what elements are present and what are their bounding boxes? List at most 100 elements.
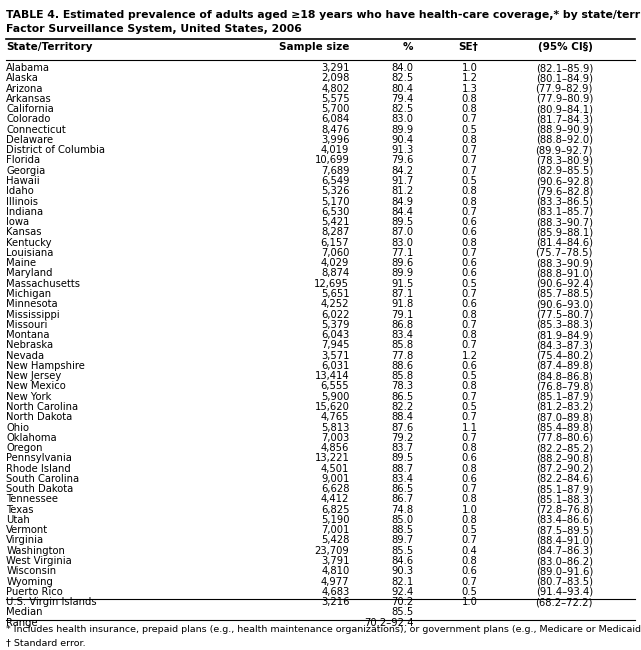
Text: 1.0: 1.0 <box>462 597 478 607</box>
Text: 0.8: 0.8 <box>462 515 478 525</box>
Text: 7,003: 7,003 <box>321 433 349 443</box>
Text: State/Territory: State/Territory <box>6 42 93 52</box>
Text: 7,945: 7,945 <box>321 341 349 350</box>
Text: Nevada: Nevada <box>6 350 44 361</box>
Text: 74.8: 74.8 <box>391 504 413 515</box>
Text: 5,170: 5,170 <box>321 196 349 207</box>
Text: 0.8: 0.8 <box>462 309 478 320</box>
Text: (79.6–82.8): (79.6–82.8) <box>536 187 593 196</box>
Text: Ohio: Ohio <box>6 422 29 432</box>
Text: Indiana: Indiana <box>6 207 44 217</box>
Text: 0.7: 0.7 <box>462 320 478 330</box>
Text: Florida: Florida <box>6 155 40 166</box>
Text: (83.0–86.2): (83.0–86.2) <box>536 556 593 566</box>
Text: Nebraska: Nebraska <box>6 341 54 350</box>
Text: Sample size: Sample size <box>279 42 349 52</box>
Text: 0.6: 0.6 <box>462 474 478 484</box>
Text: 3,291: 3,291 <box>321 63 349 73</box>
Text: 5,700: 5,700 <box>321 104 349 114</box>
Text: 5,575: 5,575 <box>320 94 349 104</box>
Text: Connecticut: Connecticut <box>6 125 66 135</box>
Text: 89.5: 89.5 <box>391 217 413 227</box>
Text: 4,765: 4,765 <box>321 412 349 423</box>
Text: 0.5: 0.5 <box>462 371 478 381</box>
Text: 86.8: 86.8 <box>391 320 413 330</box>
Text: 83.4: 83.4 <box>392 474 413 484</box>
Text: (80.9–84.1): (80.9–84.1) <box>536 104 593 114</box>
Text: 83.0: 83.0 <box>392 238 413 248</box>
Text: 85.8: 85.8 <box>391 371 413 381</box>
Text: 77.1: 77.1 <box>391 248 413 258</box>
Text: 0.6: 0.6 <box>462 299 478 309</box>
Text: 91.5: 91.5 <box>391 279 413 289</box>
Text: Virginia: Virginia <box>6 536 44 545</box>
Text: 0.7: 0.7 <box>462 145 478 155</box>
Text: Pennsylvania: Pennsylvania <box>6 453 72 463</box>
Text: California: California <box>6 104 54 114</box>
Text: 0.5: 0.5 <box>462 279 478 289</box>
Text: 0.8: 0.8 <box>462 443 478 453</box>
Text: (90.6–93.0): (90.6–93.0) <box>536 299 593 309</box>
Text: (77.9–82.9): (77.9–82.9) <box>535 84 593 94</box>
Text: 4,029: 4,029 <box>321 258 349 268</box>
Text: U.S. Virgin Islands: U.S. Virgin Islands <box>6 597 97 607</box>
Text: 77.8: 77.8 <box>391 350 413 361</box>
Text: (85.4–89.8): (85.4–89.8) <box>536 422 593 432</box>
Text: 85.5: 85.5 <box>391 607 413 618</box>
Text: 10,699: 10,699 <box>315 155 349 166</box>
Text: Oregon: Oregon <box>6 443 43 453</box>
Text: 85.8: 85.8 <box>391 341 413 350</box>
Text: North Carolina: North Carolina <box>6 402 79 412</box>
Text: (84.8–86.8): (84.8–86.8) <box>536 371 593 381</box>
Text: 0.6: 0.6 <box>462 217 478 227</box>
Text: Kentucky: Kentucky <box>6 238 52 248</box>
Text: 83.4: 83.4 <box>392 330 413 340</box>
Text: 0.7: 0.7 <box>462 341 478 350</box>
Text: 0.7: 0.7 <box>462 433 478 443</box>
Text: 4,252: 4,252 <box>321 299 349 309</box>
Text: 0.7: 0.7 <box>462 577 478 586</box>
Text: SE†: SE† <box>458 42 478 52</box>
Text: 4,810: 4,810 <box>321 566 349 577</box>
Text: 1.2: 1.2 <box>462 350 478 361</box>
Text: 0.8: 0.8 <box>462 187 478 196</box>
Text: 88.5: 88.5 <box>391 525 413 535</box>
Text: 1.1: 1.1 <box>462 422 478 432</box>
Text: 15,620: 15,620 <box>315 402 349 412</box>
Text: (84.7–86.3): (84.7–86.3) <box>536 546 593 556</box>
Text: (82.2–85.2): (82.2–85.2) <box>536 443 593 453</box>
Text: 80.4: 80.4 <box>392 84 413 94</box>
Text: 4,019: 4,019 <box>321 145 349 155</box>
Text: (82.1–85.9): (82.1–85.9) <box>536 63 593 73</box>
Text: Utah: Utah <box>6 515 30 525</box>
Text: Minnesota: Minnesota <box>6 299 58 309</box>
Text: 0.7: 0.7 <box>462 289 478 299</box>
Text: 9,001: 9,001 <box>321 474 349 484</box>
Text: 0.7: 0.7 <box>462 484 478 494</box>
Text: 13,221: 13,221 <box>315 453 349 463</box>
Text: 85.0: 85.0 <box>391 515 413 525</box>
Text: 88.6: 88.6 <box>391 361 413 371</box>
Text: 4,683: 4,683 <box>321 587 349 597</box>
Text: 0.7: 0.7 <box>462 248 478 258</box>
Text: 6,157: 6,157 <box>320 238 349 248</box>
Text: 0.7: 0.7 <box>462 207 478 217</box>
Text: 89.5: 89.5 <box>391 453 413 463</box>
Text: Maryland: Maryland <box>6 268 53 278</box>
Text: 5,190: 5,190 <box>321 515 349 525</box>
Text: 8,476: 8,476 <box>321 125 349 135</box>
Text: (88.8–91.0): (88.8–91.0) <box>536 268 593 278</box>
Text: West Virginia: West Virginia <box>6 556 72 566</box>
Text: (87.0–89.8): (87.0–89.8) <box>536 412 593 423</box>
Text: (83.1–85.7): (83.1–85.7) <box>536 207 593 217</box>
Text: 0.5: 0.5 <box>462 587 478 597</box>
Text: 89.9: 89.9 <box>391 125 413 135</box>
Text: TABLE 4. Estimated prevalence of adults aged ≥18 years who have health-care cove: TABLE 4. Estimated prevalence of adults … <box>6 10 641 20</box>
Text: (80.7–83.5): (80.7–83.5) <box>536 577 593 586</box>
Text: 91.7: 91.7 <box>391 176 413 186</box>
Text: 0.8: 0.8 <box>462 104 478 114</box>
Text: Factor Surveillance System, United States, 2006: Factor Surveillance System, United State… <box>6 24 303 34</box>
Text: 86.5: 86.5 <box>391 392 413 402</box>
Text: 89.7: 89.7 <box>391 536 413 545</box>
Text: 85.5: 85.5 <box>391 546 413 556</box>
